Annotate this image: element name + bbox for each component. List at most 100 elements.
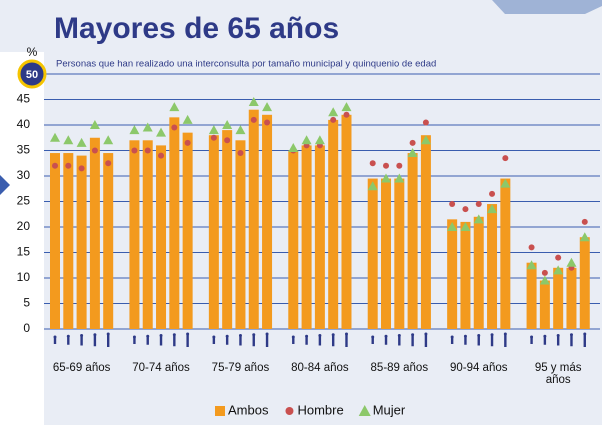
point — [89, 120, 100, 129]
bar — [314, 145, 325, 329]
size-icon — [239, 336, 242, 346]
point — [396, 162, 403, 169]
size-icon — [556, 336, 560, 346]
bar — [341, 114, 352, 329]
size-icon — [67, 337, 70, 345]
point — [449, 201, 456, 208]
point — [581, 218, 588, 225]
decoration-arrow — [0, 175, 10, 195]
y-tick-label: 5 — [23, 296, 30, 310]
x-tick-label: 80-84 años — [291, 362, 349, 374]
point — [142, 122, 153, 132]
size-icon — [172, 333, 176, 337]
point — [78, 165, 85, 172]
size-icon — [212, 338, 216, 344]
y-tick-label: 20 — [17, 219, 31, 233]
point — [250, 116, 257, 123]
size-icon — [331, 335, 335, 347]
size-icon — [106, 332, 110, 336]
size-icon — [331, 333, 335, 337]
point — [369, 160, 376, 167]
bar — [487, 204, 498, 329]
point — [210, 134, 217, 141]
size-icon — [318, 334, 322, 337]
legend-label: Hombre — [297, 402, 343, 417]
size-icon — [503, 332, 507, 336]
bar — [447, 219, 458, 329]
bar — [553, 267, 564, 329]
size-icon — [132, 335, 136, 339]
bar — [248, 109, 259, 329]
size-icon — [146, 334, 150, 338]
bar — [89, 137, 100, 329]
size-icon — [543, 334, 547, 338]
point — [91, 147, 98, 154]
y-tick-label: 25 — [17, 194, 31, 208]
size-icon — [477, 334, 481, 337]
point — [76, 137, 87, 147]
size-icon — [345, 335, 348, 347]
point — [264, 119, 271, 126]
point — [158, 152, 165, 159]
chart-title: Mayores de 65 años — [54, 12, 339, 45]
bar — [129, 140, 140, 329]
legend-label: Ambos — [228, 402, 269, 417]
bar — [63, 153, 74, 329]
size-icon — [569, 333, 573, 337]
point — [394, 173, 405, 183]
bar — [460, 221, 471, 329]
size-icon — [398, 336, 401, 346]
point — [224, 137, 231, 144]
size-icon — [450, 335, 454, 339]
size-icon — [159, 334, 163, 337]
bar — [301, 145, 312, 329]
size-icon — [252, 335, 255, 347]
bar — [169, 117, 180, 329]
size-icon — [556, 334, 560, 337]
size-icon — [159, 336, 163, 346]
point — [314, 135, 325, 145]
point — [539, 275, 550, 285]
point — [341, 102, 352, 112]
point — [288, 142, 299, 152]
bar — [420, 135, 431, 329]
y-tick-label: 15 — [17, 245, 31, 259]
point — [171, 124, 178, 131]
size-icon — [265, 332, 269, 336]
legend-label: Mujer — [373, 402, 406, 417]
size-icon — [384, 337, 388, 345]
size-icon — [305, 337, 308, 345]
size-icon — [424, 335, 428, 347]
size-icon — [252, 333, 256, 337]
point — [447, 222, 458, 231]
point — [248, 97, 259, 107]
point — [330, 116, 337, 123]
bar — [566, 267, 577, 329]
y-tick-label: 10 — [17, 270, 31, 284]
x-tick-label: 75-79 años — [211, 362, 270, 374]
size-icon — [80, 334, 84, 337]
point — [328, 107, 339, 117]
bar — [156, 145, 167, 329]
size-icon — [133, 338, 136, 344]
y-tick-label: 30 — [17, 168, 31, 182]
size-icon — [186, 335, 189, 347]
y-tick-label: 50 — [26, 69, 38, 81]
x-tick-label: 85-89 años — [370, 362, 429, 374]
size-icon — [146, 337, 149, 345]
bar — [526, 262, 537, 329]
point — [343, 111, 350, 118]
size-icon — [463, 334, 467, 338]
x-tick-label: 90-94 años — [449, 362, 508, 374]
y-tick-label: 40 — [17, 117, 31, 131]
bar — [208, 135, 219, 329]
point — [381, 173, 392, 183]
size-icon — [53, 338, 57, 344]
point — [420, 135, 431, 145]
point — [487, 204, 498, 214]
point — [103, 135, 114, 145]
x-tick-label: 70-74 años — [132, 362, 190, 374]
bar — [539, 280, 550, 329]
point — [182, 114, 193, 124]
